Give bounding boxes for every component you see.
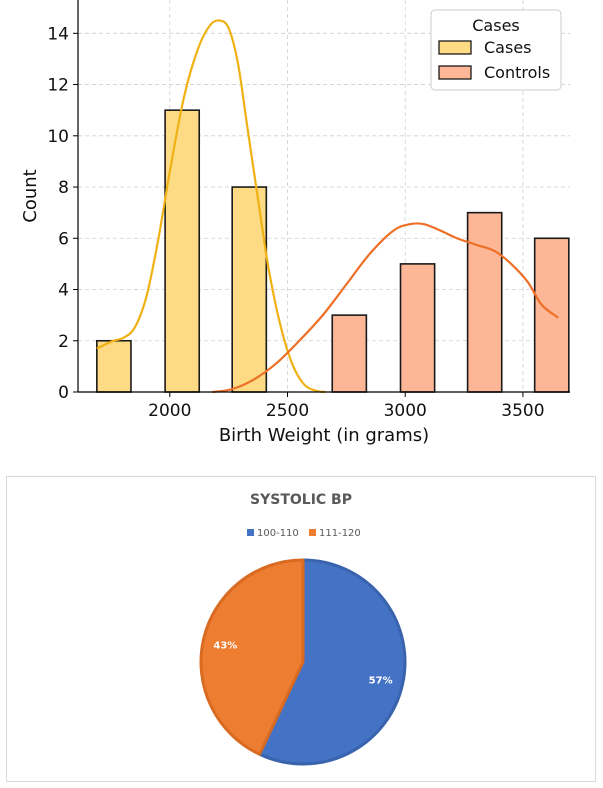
pie-legend: 100-110 111-120 <box>247 528 361 539</box>
y-tick-label: 6 <box>58 229 69 249</box>
chart-legend: Cases Cases Controls <box>430 9 562 91</box>
legend-label: Cases <box>484 38 532 57</box>
legend-swatch <box>438 40 472 55</box>
systolic-bp-chart-panel: SYSTOLIC BP 100-110 111-120 57% 43% <box>6 476 596 782</box>
y-tick-label: 0 <box>58 383 69 403</box>
pie-data-label: 43% <box>213 641 237 652</box>
y-tick-label: 10 <box>47 127 69 147</box>
y-tick-label: 14 <box>47 24 69 44</box>
histogram-bar <box>96 339 132 393</box>
x-tick-label: 2000 <box>148 401 191 421</box>
pie-data-label: 57% <box>369 675 393 686</box>
pie-slice <box>199 558 305 756</box>
histogram-bar <box>331 314 368 393</box>
x-axis-label: Birth Weight (in grams) <box>219 425 429 446</box>
y-axis-label: Count <box>20 169 41 222</box>
x-tick-label: 2500 <box>266 401 309 421</box>
x-tick-label: 3500 <box>501 401 544 421</box>
x-tick-label: 3000 <box>384 401 427 421</box>
legend-label: Controls <box>484 63 550 82</box>
pie-legend-swatch <box>309 529 316 536</box>
legend-swatch <box>438 65 472 80</box>
y-tick-label: 2 <box>58 332 69 352</box>
histogram-svg: 2000 2500 3000 3500 0 2 4 6 8 10 12 14 Birth Weight … <box>20 0 570 446</box>
pie-slice <box>258 558 407 766</box>
histogram-bar <box>399 263 436 393</box>
kde-curve <box>96 19 326 394</box>
legend-title: Cases <box>472 16 520 35</box>
histogram-bar <box>533 237 570 393</box>
pie-legend-label: 111-120 <box>319 528 361 539</box>
y-tick-label: 12 <box>47 76 69 96</box>
histogram-bar <box>466 211 503 393</box>
pie-title: SYSTOLIC BP <box>250 492 352 508</box>
pie-legend-swatch <box>247 529 254 536</box>
pie-legend-label: 100-110 <box>257 528 299 539</box>
pie-svg: SYSTOLIC BP 100-110 111-120 57% 43% <box>199 492 407 766</box>
histogram-bar <box>164 109 201 393</box>
birth-weight-histogram: 2000 2500 3000 3500 0 2 4 6 8 10 12 14 Birth Weight … <box>20 0 570 446</box>
y-tick-label: 8 <box>58 178 69 198</box>
y-tick-label: 4 <box>58 281 69 301</box>
kde-curve <box>212 222 559 394</box>
